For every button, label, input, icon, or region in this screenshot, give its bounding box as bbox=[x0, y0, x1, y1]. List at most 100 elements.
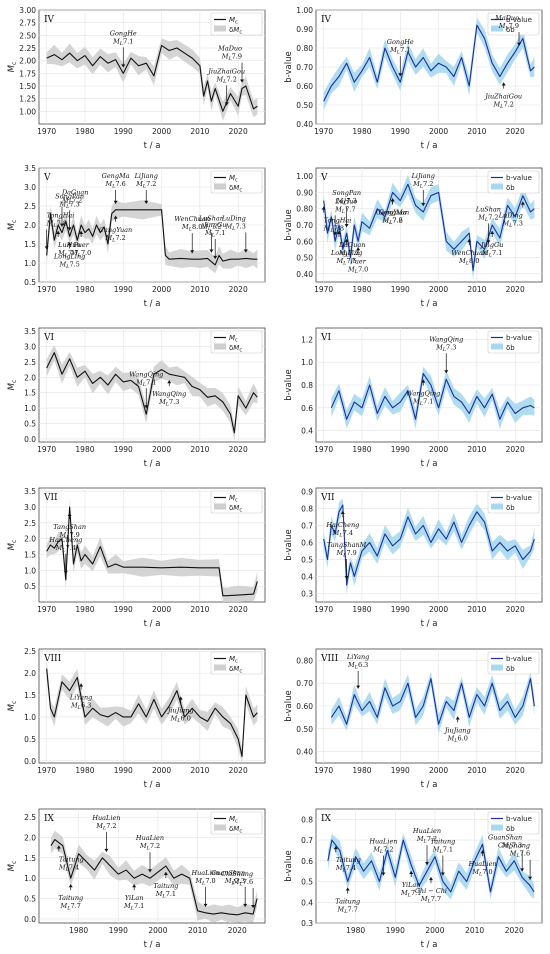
chart-svg: 0.4 0.6 0.8 1.0 1.2 1970 1980 1990 2000 2010 2020 t… bbox=[284, 327, 543, 469]
y-tick-label: 0.80 bbox=[296, 44, 313, 53]
chart-svg: 0.0 0.5 1.0 1.5 2.0 2.5 3.0 3.5 1970 1980 1990 2000… bbox=[7, 327, 266, 469]
annotation-name: Taitung bbox=[336, 856, 361, 864]
annotation-arrowhead bbox=[398, 73, 403, 77]
annotation-magnitude: ML7.1 bbox=[481, 249, 502, 259]
y-axis-label: Mc bbox=[7, 540, 18, 551]
y-tick-label: 1.00 bbox=[296, 172, 313, 181]
annotation-name: LuHuo bbox=[334, 197, 357, 205]
y-tick-label: 2.0 bbox=[24, 834, 36, 843]
annotation-arrowhead bbox=[121, 64, 126, 68]
x-tick-label: 1970 bbox=[37, 127, 56, 136]
annotation-arrowhead bbox=[148, 869, 153, 873]
annotation-name: MaDuo bbox=[494, 14, 519, 22]
y-tick-label: 0.4 bbox=[301, 572, 313, 581]
x-tick-label: 2010 bbox=[467, 127, 486, 136]
x-tick-label: 2010 bbox=[467, 285, 486, 294]
legend-entry: δMc bbox=[229, 825, 242, 835]
annotation-magnitude: ML7.0 bbox=[347, 265, 368, 275]
y-tick-label: 0.0 bbox=[24, 915, 36, 924]
legend-entry: b-value bbox=[506, 174, 532, 182]
x-tick-label: 1990 bbox=[114, 127, 133, 136]
x-tick-label: 1970 bbox=[37, 605, 56, 614]
annotation-magnitude: ML7.1 bbox=[389, 46, 410, 56]
uncertainty-band bbox=[323, 498, 535, 595]
y-tick-label: 1.2 bbox=[301, 335, 313, 344]
annotation-magnitude: ML7.3 bbox=[225, 222, 246, 232]
legend-entry: δb bbox=[506, 504, 515, 512]
annotation-magnitude: ML7.2 bbox=[95, 822, 116, 832]
y-tick-label: 0.5 bbox=[301, 878, 313, 887]
y-tick-label: 2.5 bbox=[24, 519, 36, 528]
annotation-name: Taitung bbox=[59, 856, 84, 864]
annotation-magnitude: ML7.4 bbox=[335, 864, 356, 874]
annotation-arrowhead bbox=[321, 206, 326, 210]
annotation-magnitude: ML7.0 bbox=[471, 868, 492, 878]
chart-svg: 1.00 1.25 1.50 1.75 2.00 2.25 2.50 2.75 3.00 1970… bbox=[7, 6, 266, 151]
annotation-arrowhead bbox=[213, 255, 218, 259]
annotation-magnitude: ML7.1 bbox=[112, 37, 133, 47]
x-tick-label: 2010 bbox=[190, 445, 209, 454]
legend-band-swatch bbox=[491, 503, 503, 510]
annotation-arrowhead bbox=[67, 513, 72, 516]
annotation-magnitude: ML7.9 bbox=[335, 549, 356, 559]
annotation-arrowhead bbox=[490, 231, 495, 234]
x-axis-label: t / a bbox=[144, 299, 161, 309]
annotation-magnitude: ML7.9 bbox=[221, 53, 242, 63]
y-axis-label: Mc bbox=[7, 701, 18, 712]
legend-entry: Mc bbox=[229, 174, 238, 184]
x-tick-label: 2000 bbox=[425, 926, 444, 935]
annotation-magnitude: ML7.7 bbox=[420, 895, 441, 905]
y-tick-label: 0.70 bbox=[296, 221, 313, 230]
x-tick-label: 2000 bbox=[429, 605, 448, 614]
legend-entry: b-value bbox=[506, 16, 532, 24]
y-tick-label: 0.6 bbox=[301, 404, 313, 413]
x-tick-label: 1980 bbox=[75, 127, 94, 136]
y-tick-label: 0.8 bbox=[301, 381, 313, 390]
annotation-magnitude: ML7.1 bbox=[135, 378, 156, 388]
annotation-name: JiuZhaiGou bbox=[483, 93, 522, 101]
y-tick-label: 0.50 bbox=[296, 725, 313, 734]
annotation-name: HuaLien bbox=[412, 827, 441, 835]
y-axis-label: b-value bbox=[284, 51, 294, 82]
y-tick-label: 0.60 bbox=[296, 237, 313, 246]
annotation-name: HaiCheng bbox=[48, 536, 82, 544]
y-tick-label: 0.6 bbox=[301, 857, 313, 866]
y-tick-label: 0.90 bbox=[296, 188, 313, 197]
x-tick-label: 1980 bbox=[352, 605, 371, 614]
x-axis-label: t / a bbox=[421, 299, 438, 309]
chart-svg: 0.3 0.4 0.5 0.6 0.7 0.8 1980 1990 2000 2010 2020 t … bbox=[284, 808, 543, 950]
annotation-magnitude: ML7.3 bbox=[58, 200, 79, 210]
annotation-arrowhead bbox=[520, 201, 525, 205]
x-tick-label: 1990 bbox=[114, 605, 133, 614]
y-tick-label: 0.70 bbox=[296, 63, 313, 72]
x-tick-label: 2000 bbox=[152, 127, 171, 136]
annotation-name: WangQing bbox=[406, 390, 440, 398]
series-line bbox=[46, 668, 258, 757]
x-tick-label: 2020 bbox=[506, 285, 525, 294]
annotation-name: MaDuo bbox=[217, 45, 242, 53]
annotation-arrowhead bbox=[243, 903, 248, 907]
annotation-arrowhead bbox=[467, 239, 472, 243]
legend-entry: Mc bbox=[229, 494, 238, 504]
annotation-name: TangShanM bbox=[327, 541, 367, 549]
annotation-magnitude: ML7.2 bbox=[477, 213, 498, 223]
annotation-name: Taitung bbox=[153, 882, 178, 890]
annotation-arrowhead bbox=[209, 249, 214, 253]
panel-label: IV bbox=[321, 15, 332, 25]
annotation-magnitude: ML7.6 bbox=[232, 878, 253, 888]
y-tick-label: 0.4 bbox=[301, 898, 313, 907]
annotation-name: ChiShang bbox=[221, 870, 253, 878]
chart-svg: 0.40 0.50 0.60 0.70 0.80 0.90 1.00 1970 1980 1990… bbox=[284, 6, 543, 151]
annotation-name: LongLing bbox=[53, 252, 85, 260]
x-tick-label: 1970 bbox=[37, 766, 56, 775]
y-tick-label: 2.25 bbox=[19, 44, 36, 53]
chart-panel: 0.3 0.4 0.5 0.6 0.7 0.8 0.9 1970 1980 1990 2000 201… bbox=[282, 482, 547, 632]
chart-panel: 0.3 0.4 0.5 0.6 0.7 0.8 1980 1990 2000 2010 2020 t … bbox=[282, 803, 547, 953]
y-axis-label: Mc bbox=[7, 380, 18, 391]
x-tick-label: 1970 bbox=[314, 285, 333, 294]
annotation-arrowhead bbox=[356, 685, 361, 689]
y-tick-label: 0.9 bbox=[301, 487, 313, 496]
x-tick-label: 2020 bbox=[506, 127, 525, 136]
uncertainty-band bbox=[46, 659, 258, 763]
annotation-magnitude: ML7.2 bbox=[372, 846, 393, 856]
